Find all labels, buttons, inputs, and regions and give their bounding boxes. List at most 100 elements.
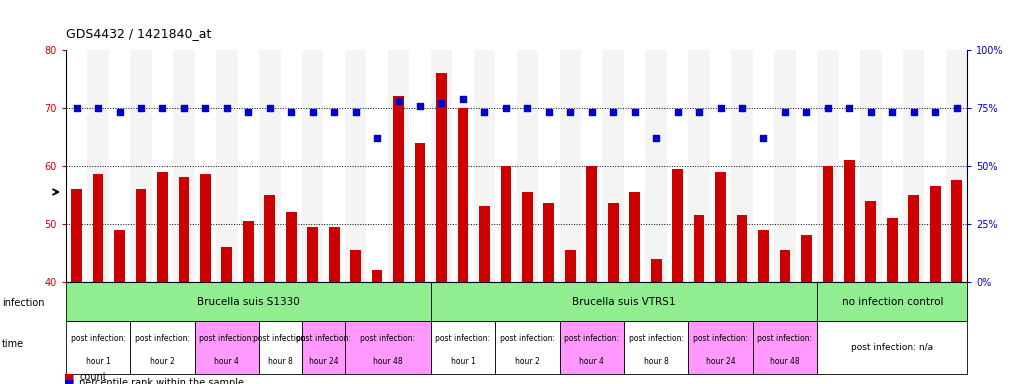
Text: hour 24: hour 24 bbox=[309, 357, 338, 366]
Text: hour 2: hour 2 bbox=[150, 357, 175, 366]
Text: hour 2: hour 2 bbox=[515, 357, 540, 366]
Bar bbox=[715, 172, 726, 282]
Bar bbox=[951, 180, 962, 282]
Bar bbox=[689, 50, 710, 282]
Point bbox=[176, 105, 192, 111]
Bar bbox=[909, 195, 919, 282]
Bar bbox=[500, 166, 512, 282]
Text: post infection:: post infection: bbox=[758, 334, 812, 343]
Bar bbox=[286, 212, 297, 282]
Bar bbox=[259, 50, 281, 282]
Text: infection: infection bbox=[2, 298, 45, 308]
Bar bbox=[216, 50, 238, 282]
Text: post infection:: post infection: bbox=[71, 334, 126, 343]
Bar bbox=[344, 321, 431, 374]
Text: hour 24: hour 24 bbox=[706, 357, 735, 366]
Bar bbox=[780, 250, 790, 282]
Bar bbox=[753, 321, 817, 374]
Bar bbox=[758, 230, 769, 282]
Bar bbox=[157, 172, 168, 282]
Bar bbox=[136, 189, 146, 282]
Point bbox=[627, 109, 643, 116]
Bar bbox=[431, 282, 817, 321]
Bar bbox=[538, 50, 559, 282]
Point bbox=[605, 109, 621, 116]
Point bbox=[412, 103, 428, 109]
Bar bbox=[731, 50, 753, 282]
Point bbox=[198, 105, 214, 111]
Point bbox=[154, 105, 170, 111]
Bar bbox=[350, 250, 361, 282]
Point bbox=[927, 109, 943, 116]
Bar bbox=[281, 50, 302, 282]
Bar bbox=[302, 321, 344, 374]
Bar bbox=[66, 50, 87, 282]
Bar bbox=[264, 195, 276, 282]
Text: Brucella suis S1330: Brucella suis S1330 bbox=[197, 296, 300, 306]
Bar bbox=[694, 215, 704, 282]
Point bbox=[756, 135, 772, 141]
Text: post infection:: post infection: bbox=[296, 334, 350, 343]
Text: post infection:: post infection: bbox=[693, 334, 748, 343]
Point bbox=[520, 105, 536, 111]
Bar bbox=[66, 321, 131, 374]
Bar bbox=[200, 174, 211, 282]
Bar bbox=[925, 50, 946, 282]
Point bbox=[777, 109, 793, 116]
Bar bbox=[108, 50, 131, 282]
Point bbox=[69, 105, 85, 111]
Bar bbox=[323, 50, 344, 282]
Bar bbox=[131, 50, 152, 282]
Bar bbox=[152, 50, 173, 282]
Bar bbox=[66, 282, 431, 321]
Text: hour 48: hour 48 bbox=[373, 357, 402, 366]
Point bbox=[455, 96, 471, 102]
Point bbox=[841, 105, 857, 111]
Bar bbox=[559, 321, 624, 374]
Bar bbox=[689, 321, 753, 374]
Bar bbox=[624, 50, 645, 282]
Bar bbox=[367, 50, 388, 282]
Bar bbox=[860, 50, 881, 282]
Bar bbox=[173, 50, 194, 282]
Point bbox=[240, 109, 256, 116]
Text: ■: ■ bbox=[64, 372, 74, 382]
Bar bbox=[409, 50, 431, 282]
Point bbox=[670, 109, 686, 116]
Bar bbox=[673, 169, 683, 282]
Point bbox=[733, 105, 750, 111]
Bar bbox=[114, 230, 125, 282]
Text: post infection:: post infection: bbox=[436, 334, 490, 343]
Bar bbox=[178, 177, 189, 282]
Bar bbox=[559, 50, 581, 282]
Bar bbox=[624, 321, 689, 374]
Bar bbox=[194, 321, 259, 374]
Point bbox=[390, 98, 406, 104]
Bar bbox=[522, 192, 533, 282]
Bar bbox=[587, 166, 597, 282]
Text: post infection:: post infection: bbox=[629, 334, 684, 343]
Bar bbox=[667, 50, 689, 282]
Bar bbox=[645, 50, 667, 282]
Point bbox=[369, 135, 385, 141]
Text: hour 1: hour 1 bbox=[451, 357, 475, 366]
Point bbox=[111, 109, 128, 116]
Text: time: time bbox=[2, 339, 24, 349]
Bar bbox=[887, 218, 898, 282]
Bar bbox=[517, 50, 538, 282]
Text: hour 8: hour 8 bbox=[268, 357, 293, 366]
Point bbox=[798, 109, 814, 116]
Bar bbox=[801, 235, 811, 282]
Point bbox=[283, 109, 299, 116]
Bar bbox=[474, 50, 495, 282]
Point bbox=[541, 109, 557, 116]
Text: hour 48: hour 48 bbox=[770, 357, 800, 366]
Point bbox=[347, 109, 364, 116]
Text: post infection:: post infection: bbox=[499, 334, 555, 343]
Bar bbox=[458, 108, 468, 282]
Bar bbox=[131, 321, 194, 374]
Bar bbox=[817, 282, 967, 321]
Point bbox=[326, 109, 342, 116]
Bar bbox=[495, 321, 559, 374]
Bar bbox=[307, 227, 318, 282]
